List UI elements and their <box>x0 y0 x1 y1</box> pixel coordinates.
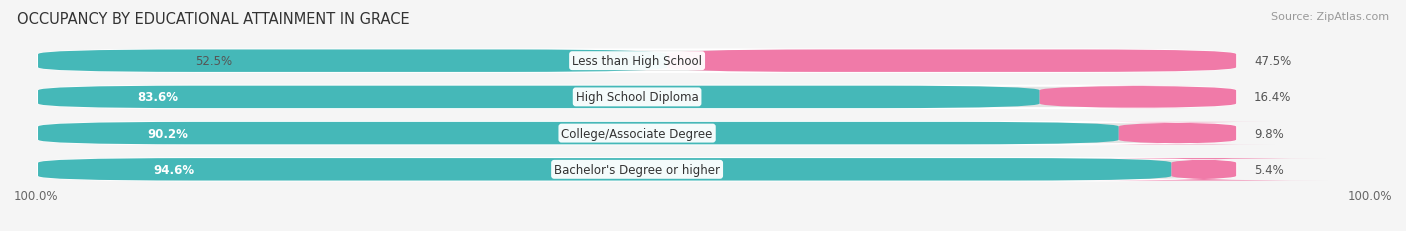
Text: High School Diploma: High School Diploma <box>575 91 699 104</box>
Legend: Owner-occupied, Renter-occupied: Owner-occupied, Renter-occupied <box>536 228 789 231</box>
FancyBboxPatch shape <box>38 86 1039 109</box>
Text: 5.4%: 5.4% <box>1254 163 1284 176</box>
FancyBboxPatch shape <box>38 122 1236 145</box>
FancyBboxPatch shape <box>666 50 1236 73</box>
Text: 83.6%: 83.6% <box>138 91 179 104</box>
Text: 52.5%: 52.5% <box>195 55 233 68</box>
FancyBboxPatch shape <box>38 86 1236 109</box>
Text: Less than High School: Less than High School <box>572 55 702 68</box>
Text: OCCUPANCY BY EDUCATIONAL ATTAINMENT IN GRACE: OCCUPANCY BY EDUCATIONAL ATTAINMENT IN G… <box>17 12 409 27</box>
FancyBboxPatch shape <box>38 158 1171 181</box>
Text: 100.0%: 100.0% <box>14 189 59 202</box>
FancyBboxPatch shape <box>38 50 666 73</box>
FancyBboxPatch shape <box>1080 122 1274 145</box>
FancyBboxPatch shape <box>38 122 1119 145</box>
Text: 9.8%: 9.8% <box>1254 127 1284 140</box>
Text: 16.4%: 16.4% <box>1254 91 1292 104</box>
Text: Bachelor's Degree or higher: Bachelor's Degree or higher <box>554 163 720 176</box>
FancyBboxPatch shape <box>38 50 1236 73</box>
Text: 94.6%: 94.6% <box>153 163 194 176</box>
Text: 90.2%: 90.2% <box>148 127 188 140</box>
FancyBboxPatch shape <box>1039 86 1236 109</box>
Text: College/Associate Degree: College/Associate Degree <box>561 127 713 140</box>
Text: 47.5%: 47.5% <box>1254 55 1291 68</box>
Text: 100.0%: 100.0% <box>1347 189 1392 202</box>
Text: Source: ZipAtlas.com: Source: ZipAtlas.com <box>1271 12 1389 21</box>
FancyBboxPatch shape <box>1080 158 1327 181</box>
FancyBboxPatch shape <box>38 158 1236 181</box>
